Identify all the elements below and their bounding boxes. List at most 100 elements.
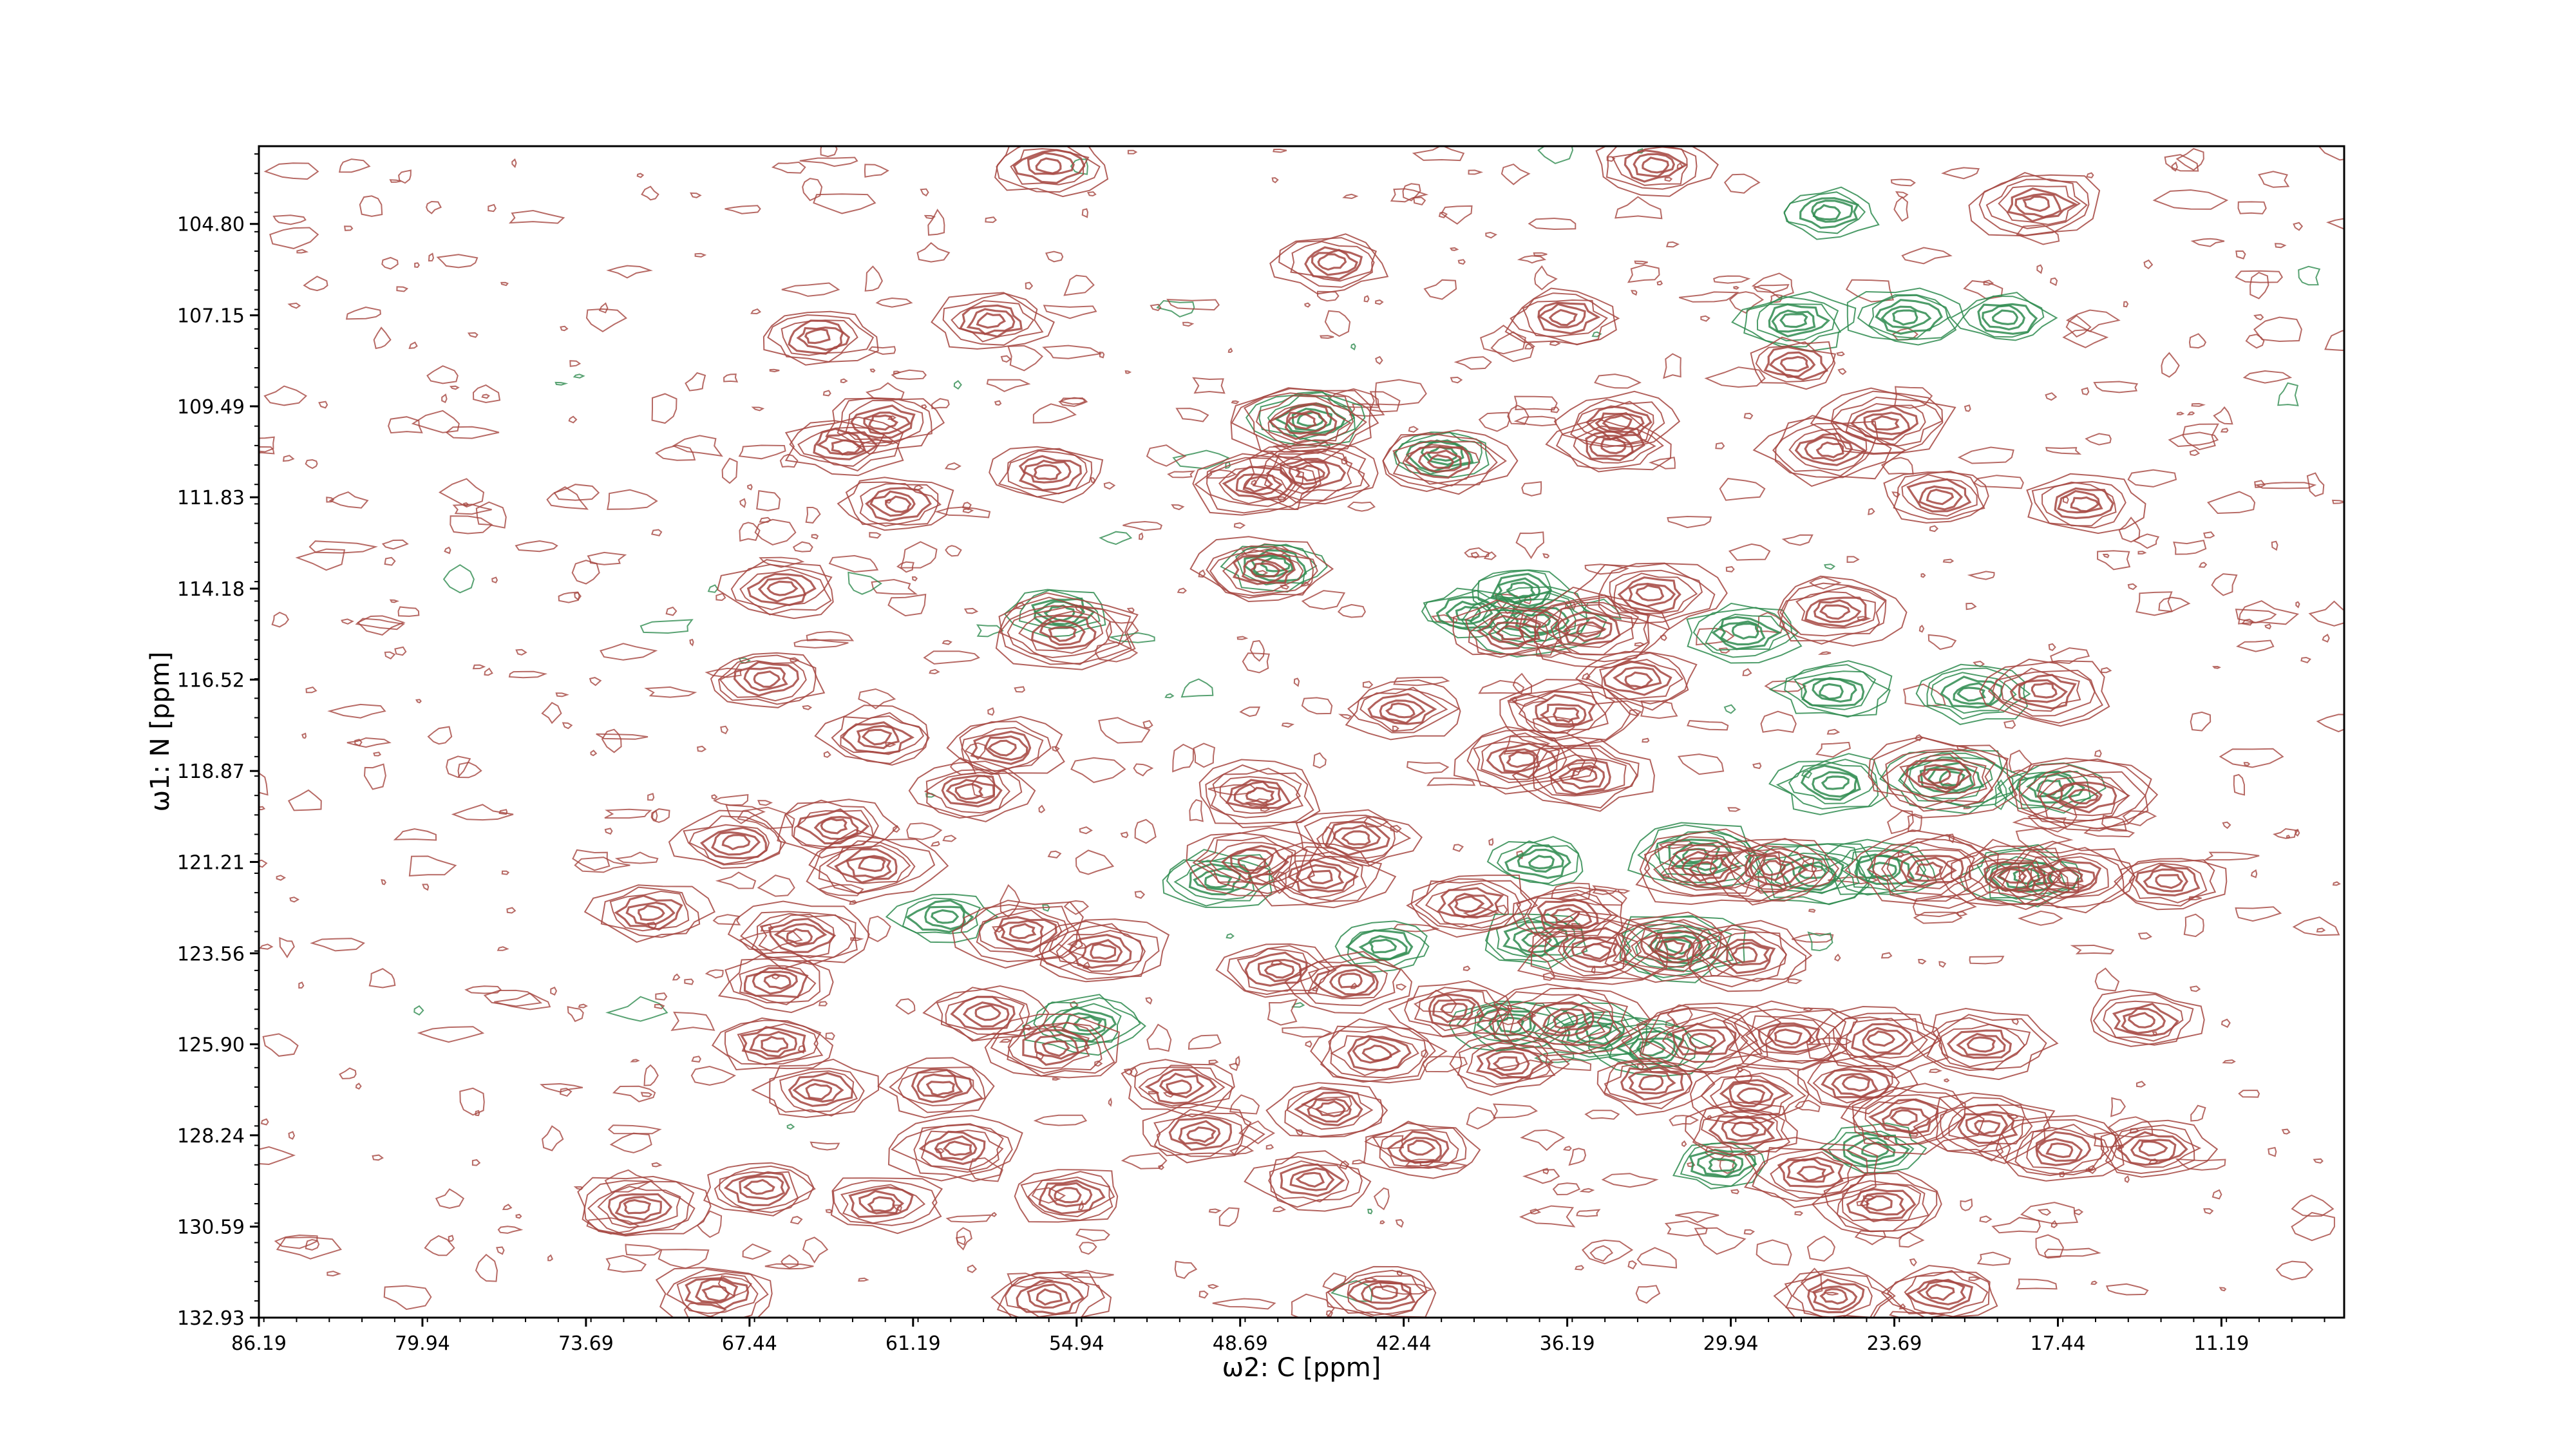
noise-contour	[1281, 722, 1295, 728]
positive-peak-contour	[954, 782, 984, 800]
positive-peak-contour	[1192, 453, 1321, 516]
positive-peak-contour	[1320, 1025, 1436, 1083]
noise-contour	[1466, 1106, 1497, 1130]
positive-peak-contour	[1457, 1037, 1556, 1088]
positive-peak-contour	[1638, 1074, 1664, 1091]
positive-peak-contour	[2121, 1007, 2166, 1034]
x-tick-label: 11.19	[2193, 1332, 2249, 1355]
noise-contour	[1396, 983, 1407, 991]
positive-peak-contour	[1768, 351, 1816, 378]
noise-contour	[1704, 366, 1766, 388]
noise-contour	[295, 548, 346, 571]
noise-contour	[2136, 1081, 2146, 1088]
noise-contour	[1909, 1258, 1917, 1267]
positive-peak-contour	[1398, 1137, 1442, 1164]
positive-peak-contour	[1406, 880, 1539, 931]
positive-peak-contour	[813, 428, 879, 460]
noise-contour	[542, 1125, 564, 1151]
positive-peak-contour	[1316, 816, 1396, 859]
noise-contour	[1393, 676, 1450, 687]
positive-peak-contour	[1681, 857, 1732, 882]
positive-peak-contour	[2128, 862, 2208, 904]
negative-peak-contour	[1421, 590, 1508, 632]
positive-peak-contour	[830, 1177, 943, 1235]
noise-contour	[1103, 482, 1116, 490]
noise-contour	[389, 599, 400, 603]
noise-contour	[867, 915, 891, 943]
noise-contour	[1174, 1260, 1198, 1279]
positive-peak-contour	[2018, 852, 2124, 899]
noise-contour	[2008, 750, 2032, 773]
positive-peak-contour	[1995, 1115, 2125, 1182]
noise-contour	[305, 686, 317, 694]
positive-peak-contour	[1620, 1002, 1782, 1075]
noise-contour	[338, 158, 371, 173]
noise-contour	[1576, 1209, 1601, 1217]
negative-peak-contour	[1930, 672, 2017, 714]
positive-peak-contour	[1777, 1156, 1844, 1188]
noise-contour	[296, 249, 309, 254]
noise-contour	[289, 896, 300, 903]
noise-contour	[604, 1169, 654, 1193]
positive-peak-contour	[714, 1165, 816, 1213]
positive-peak-contour	[1906, 478, 1972, 513]
noise-contour	[1751, 272, 1794, 299]
noise-contour	[428, 252, 435, 262]
noise-contour	[1968, 1276, 1982, 1282]
noise-contour	[891, 369, 927, 380]
positive-peak-contour	[2000, 1119, 2117, 1176]
positive-peak-contour	[946, 715, 1065, 775]
positive-peak-contour	[1766, 1024, 1812, 1049]
noise-contour	[1227, 347, 1233, 354]
positive-peak-contour	[1020, 1171, 1113, 1221]
positive-peak-contour	[753, 670, 781, 688]
positive-peak-contour	[2067, 788, 2099, 805]
positive-peak-contour	[1845, 402, 1926, 445]
positive-peak-contour	[1227, 945, 1331, 996]
noise-contour	[373, 752, 382, 757]
noise-contour	[2070, 944, 2115, 954]
noise-contour	[1338, 714, 1352, 720]
positive-peak-contour	[814, 705, 929, 766]
noise-contour	[864, 265, 884, 292]
negative-peak-contour	[1756, 303, 1835, 342]
noise-contour	[310, 938, 365, 952]
positive-peak-contour	[920, 1129, 1004, 1171]
noise-contour	[867, 346, 896, 355]
positive-peak-contour	[2045, 781, 2117, 814]
positive-peak-contour	[936, 987, 1030, 1042]
positive-peak-contour	[1689, 1032, 1717, 1050]
noise-contour	[1550, 406, 1560, 413]
y-tick-label: 125.90	[177, 1034, 245, 1057]
noise-contour	[1681, 1140, 1687, 1148]
noise-contour	[2331, 499, 2344, 504]
positive-peak-contour	[1555, 418, 1664, 469]
noise-contour	[605, 1255, 647, 1273]
noise-contour	[1857, 616, 1871, 621]
noise-contour	[1826, 728, 1841, 735]
positive-peak-contour	[1481, 741, 1560, 781]
positive-peak-contour	[1304, 246, 1363, 281]
positive-peak-contour	[1806, 1005, 1949, 1079]
positive-peak-contour	[1951, 845, 2070, 911]
positive-peak-contour	[1553, 611, 1621, 646]
noise-contour	[713, 793, 749, 806]
positive-peak-contour	[1361, 1045, 1392, 1062]
positive-peak-contour	[685, 1276, 750, 1310]
noise-contour	[354, 739, 363, 747]
noise-contour	[1379, 1220, 1385, 1224]
positive-peak-contour	[1939, 838, 2079, 907]
positive-peak-contour	[739, 1026, 806, 1060]
noise-contour	[690, 1065, 737, 1086]
noise-contour	[547, 1254, 554, 1262]
noise-contour	[1000, 355, 1012, 363]
noise-contour	[1584, 1110, 1620, 1120]
noise-contour	[1304, 302, 1311, 308]
negative-peak-contour	[1204, 873, 1233, 889]
positive-peak-contour	[2014, 1124, 2110, 1177]
positive-peak-contour	[1277, 855, 1359, 899]
noise-contour	[2015, 827, 2074, 851]
noise-contour	[1075, 1228, 1110, 1242]
positive-peak-contour	[1447, 893, 1494, 918]
noise-contour	[956, 1227, 972, 1251]
